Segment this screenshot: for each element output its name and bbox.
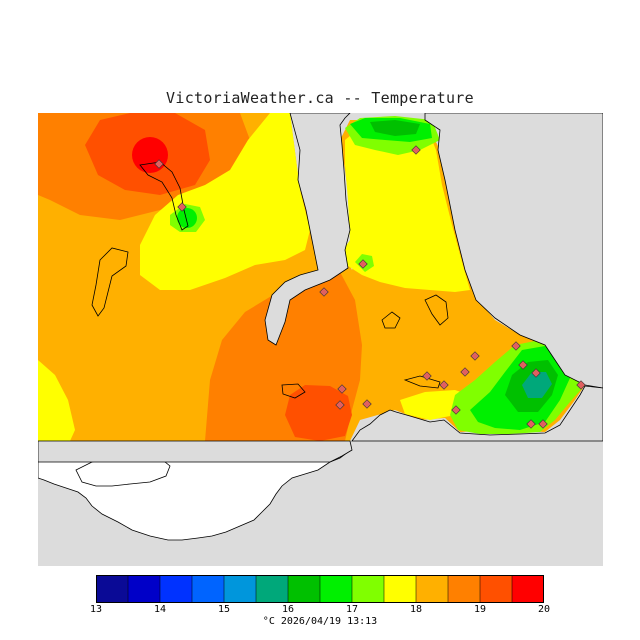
legend-swatch bbox=[447, 575, 481, 603]
legend-swatch bbox=[511, 575, 544, 603]
temperature-legend bbox=[96, 575, 544, 603]
legend-swatch bbox=[287, 575, 321, 603]
legend-tick-label: 13 bbox=[89, 604, 103, 615]
legend-swatch bbox=[96, 575, 129, 603]
legend-swatch bbox=[255, 575, 289, 603]
temp-field-red bbox=[132, 137, 168, 173]
legend-tick-label: 20 bbox=[537, 604, 551, 615]
legend-swatch bbox=[415, 575, 449, 603]
legend-tick-label: 15 bbox=[217, 604, 231, 615]
legend-tick-label: 16 bbox=[281, 604, 295, 615]
legend-swatch bbox=[351, 575, 385, 603]
footer-unit: °C bbox=[262, 616, 275, 627]
map-title: VictoriaWeather.ca -- Temperature bbox=[166, 89, 474, 107]
legend-tick-label: 19 bbox=[473, 604, 487, 615]
legend-tick-label: 14 bbox=[153, 604, 167, 615]
legend-swatch bbox=[127, 575, 161, 603]
map-footer: °C 2026/04/19 13:13 bbox=[0, 616, 640, 627]
legend-tick-label: 17 bbox=[345, 604, 359, 615]
footer-timestamp: 2026/04/19 13:13 bbox=[280, 616, 378, 627]
legend-swatch bbox=[223, 575, 257, 603]
legend-tick-label: 18 bbox=[409, 604, 423, 615]
legend-swatch bbox=[479, 575, 513, 603]
water-strait bbox=[264, 113, 351, 346]
legend-swatch bbox=[159, 575, 193, 603]
temp-field-yellow bbox=[140, 113, 310, 290]
legend-swatch bbox=[191, 575, 225, 603]
temperature-map bbox=[38, 113, 603, 566]
weather-stations bbox=[154, 145, 586, 429]
legend-swatch bbox=[383, 575, 417, 603]
legend-swatch bbox=[319, 575, 353, 603]
